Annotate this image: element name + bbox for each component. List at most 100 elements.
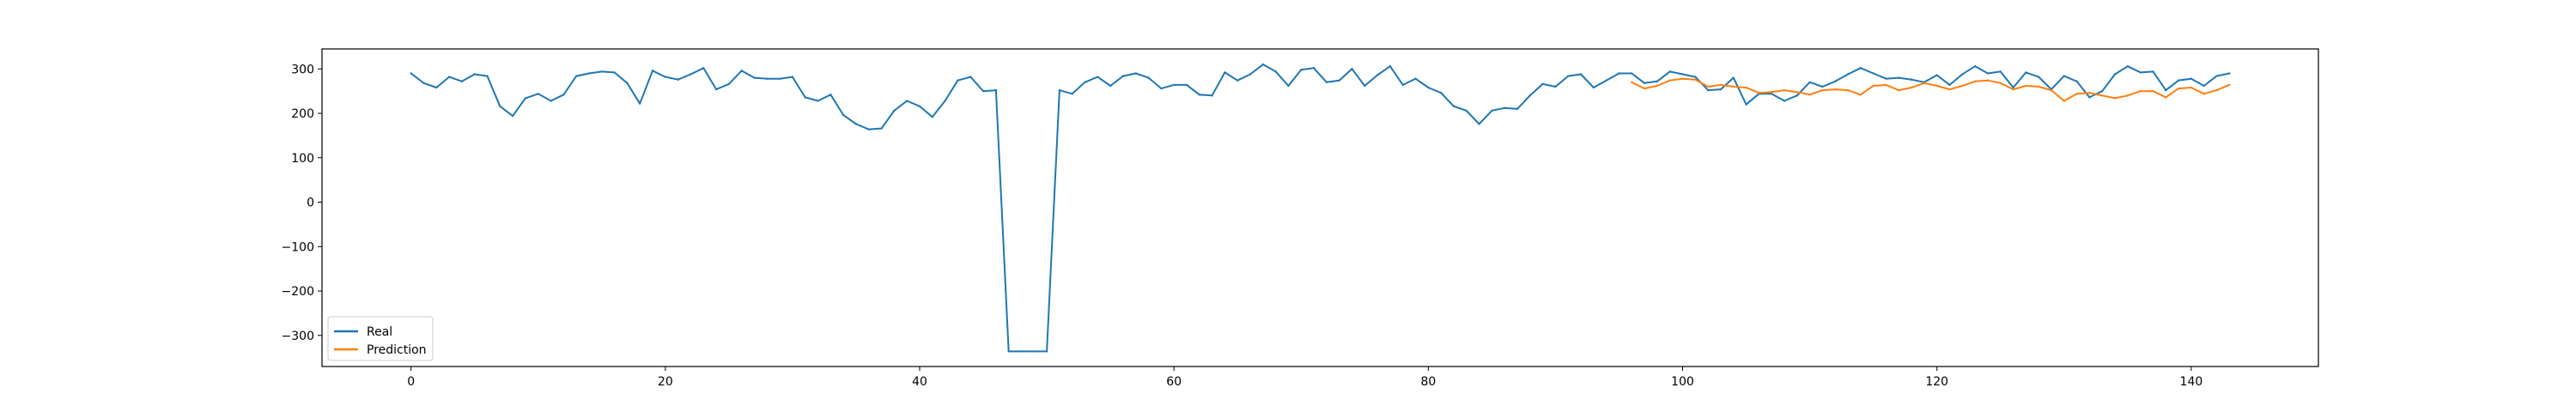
data-point-prediction xyxy=(1846,88,1850,92)
data-point-real xyxy=(2190,77,2193,80)
data-point-real xyxy=(867,128,870,130)
data-point-real xyxy=(1312,67,1315,70)
data-point-real xyxy=(906,100,908,102)
data-point-real xyxy=(1948,83,1951,87)
data-point-real xyxy=(2152,70,2154,73)
data-point-prediction xyxy=(1745,86,1747,89)
data-point-real xyxy=(1414,77,1417,80)
data-point-real xyxy=(1224,71,1226,74)
data-point-real xyxy=(817,100,819,102)
y-tick-label: 200 xyxy=(291,107,314,121)
data-point-real xyxy=(574,75,578,77)
x-tick-label: 80 xyxy=(1420,375,1436,389)
data-point-real xyxy=(1376,74,1379,76)
data-point-real xyxy=(651,70,654,72)
data-point-real xyxy=(791,76,794,78)
data-point-real xyxy=(1605,79,1607,82)
data-point-prediction xyxy=(1771,90,1773,94)
y-axis-ticks: −300 −200 −100 0 100 200 300 xyxy=(282,63,322,343)
data-point-real xyxy=(460,80,464,82)
data-point-real xyxy=(677,78,679,81)
data-point-prediction xyxy=(1986,79,1990,82)
data-point-real xyxy=(880,127,883,130)
data-point-real xyxy=(1643,82,1646,85)
data-point-real xyxy=(1261,63,1265,66)
data-point-real xyxy=(2038,76,2040,78)
data-point-prediction xyxy=(1923,82,1926,85)
data-point-real xyxy=(486,75,489,77)
data-point-prediction xyxy=(1706,85,1710,88)
data-point-prediction xyxy=(1898,88,1900,92)
data-point-real xyxy=(600,70,603,73)
data-point-real xyxy=(1668,70,1671,73)
data-point-real xyxy=(804,96,806,99)
data-point-real xyxy=(1821,85,1824,88)
data-point-real xyxy=(2113,73,2117,76)
data-point-real xyxy=(841,113,845,117)
data-point-real xyxy=(435,86,438,89)
data-point-prediction xyxy=(1859,94,1862,96)
data-point-real xyxy=(1020,350,1023,353)
data-point-real xyxy=(2228,72,2231,75)
data-point-real xyxy=(1898,76,1900,79)
data-point-real xyxy=(613,71,616,74)
data-point-real xyxy=(1300,69,1303,71)
data-point-real xyxy=(753,76,756,79)
data-point-real xyxy=(537,93,539,95)
y-tick-label: 300 xyxy=(291,63,314,76)
data-point-real xyxy=(1097,76,1099,78)
data-point-real xyxy=(2165,88,2167,92)
data-point-real xyxy=(1706,88,1710,92)
data-point-real xyxy=(626,82,629,85)
data-point-real xyxy=(2215,75,2218,77)
data-point-real xyxy=(1439,92,1443,94)
series-layer xyxy=(410,63,2231,353)
data-point-real xyxy=(587,72,591,75)
data-point-real xyxy=(1185,83,1188,87)
data-point-prediction xyxy=(1681,77,1684,80)
data-point-real xyxy=(1973,64,1977,68)
data-point-real xyxy=(1160,87,1163,90)
data-point-prediction xyxy=(2126,94,2129,97)
data-point-real xyxy=(1478,123,1480,125)
data-point-real xyxy=(1719,88,1722,91)
data-point-real xyxy=(1771,93,1773,95)
data-point-real xyxy=(664,76,667,78)
data-point-real xyxy=(1554,85,1557,88)
data-point-real xyxy=(2012,86,2014,89)
data-point-prediction xyxy=(1795,90,1799,94)
data-point-real xyxy=(969,76,972,78)
data-point-real xyxy=(550,100,552,102)
data-point-prediction xyxy=(2202,93,2205,95)
data-point-real xyxy=(422,82,425,85)
data-point-real xyxy=(778,77,781,80)
data-point-real xyxy=(994,88,998,92)
data-point-real xyxy=(1795,94,1799,97)
data-point-real xyxy=(1872,72,1874,75)
data-point-real xyxy=(1249,73,1252,76)
data-point-real xyxy=(944,100,946,102)
data-point-prediction xyxy=(2050,88,2053,92)
y-tick-label: 100 xyxy=(291,152,314,166)
y-tick-label: −300 xyxy=(282,330,314,343)
data-point-prediction xyxy=(1643,87,1646,90)
data-point-real xyxy=(918,105,921,107)
data-point-prediction xyxy=(2088,92,2091,94)
data-point-real xyxy=(957,79,959,82)
data-point-real xyxy=(1338,79,1340,82)
data-point-real xyxy=(639,102,641,105)
data-point-prediction xyxy=(2165,96,2167,99)
data-point-real xyxy=(714,88,718,91)
data-point-prediction xyxy=(2038,85,2040,88)
data-point-real xyxy=(1351,68,1353,70)
data-point-real xyxy=(1808,81,1811,84)
data-point-real xyxy=(1071,93,1073,95)
x-tick-label: 120 xyxy=(1925,375,1948,389)
data-point-real xyxy=(2202,84,2205,88)
data-point-real xyxy=(1732,76,1735,79)
data-point-prediction xyxy=(2012,88,2014,91)
data-point-real xyxy=(1834,80,1837,82)
data-point-real xyxy=(1325,81,1328,84)
series-line-prediction xyxy=(1631,77,2230,102)
data-point-real xyxy=(829,94,832,96)
